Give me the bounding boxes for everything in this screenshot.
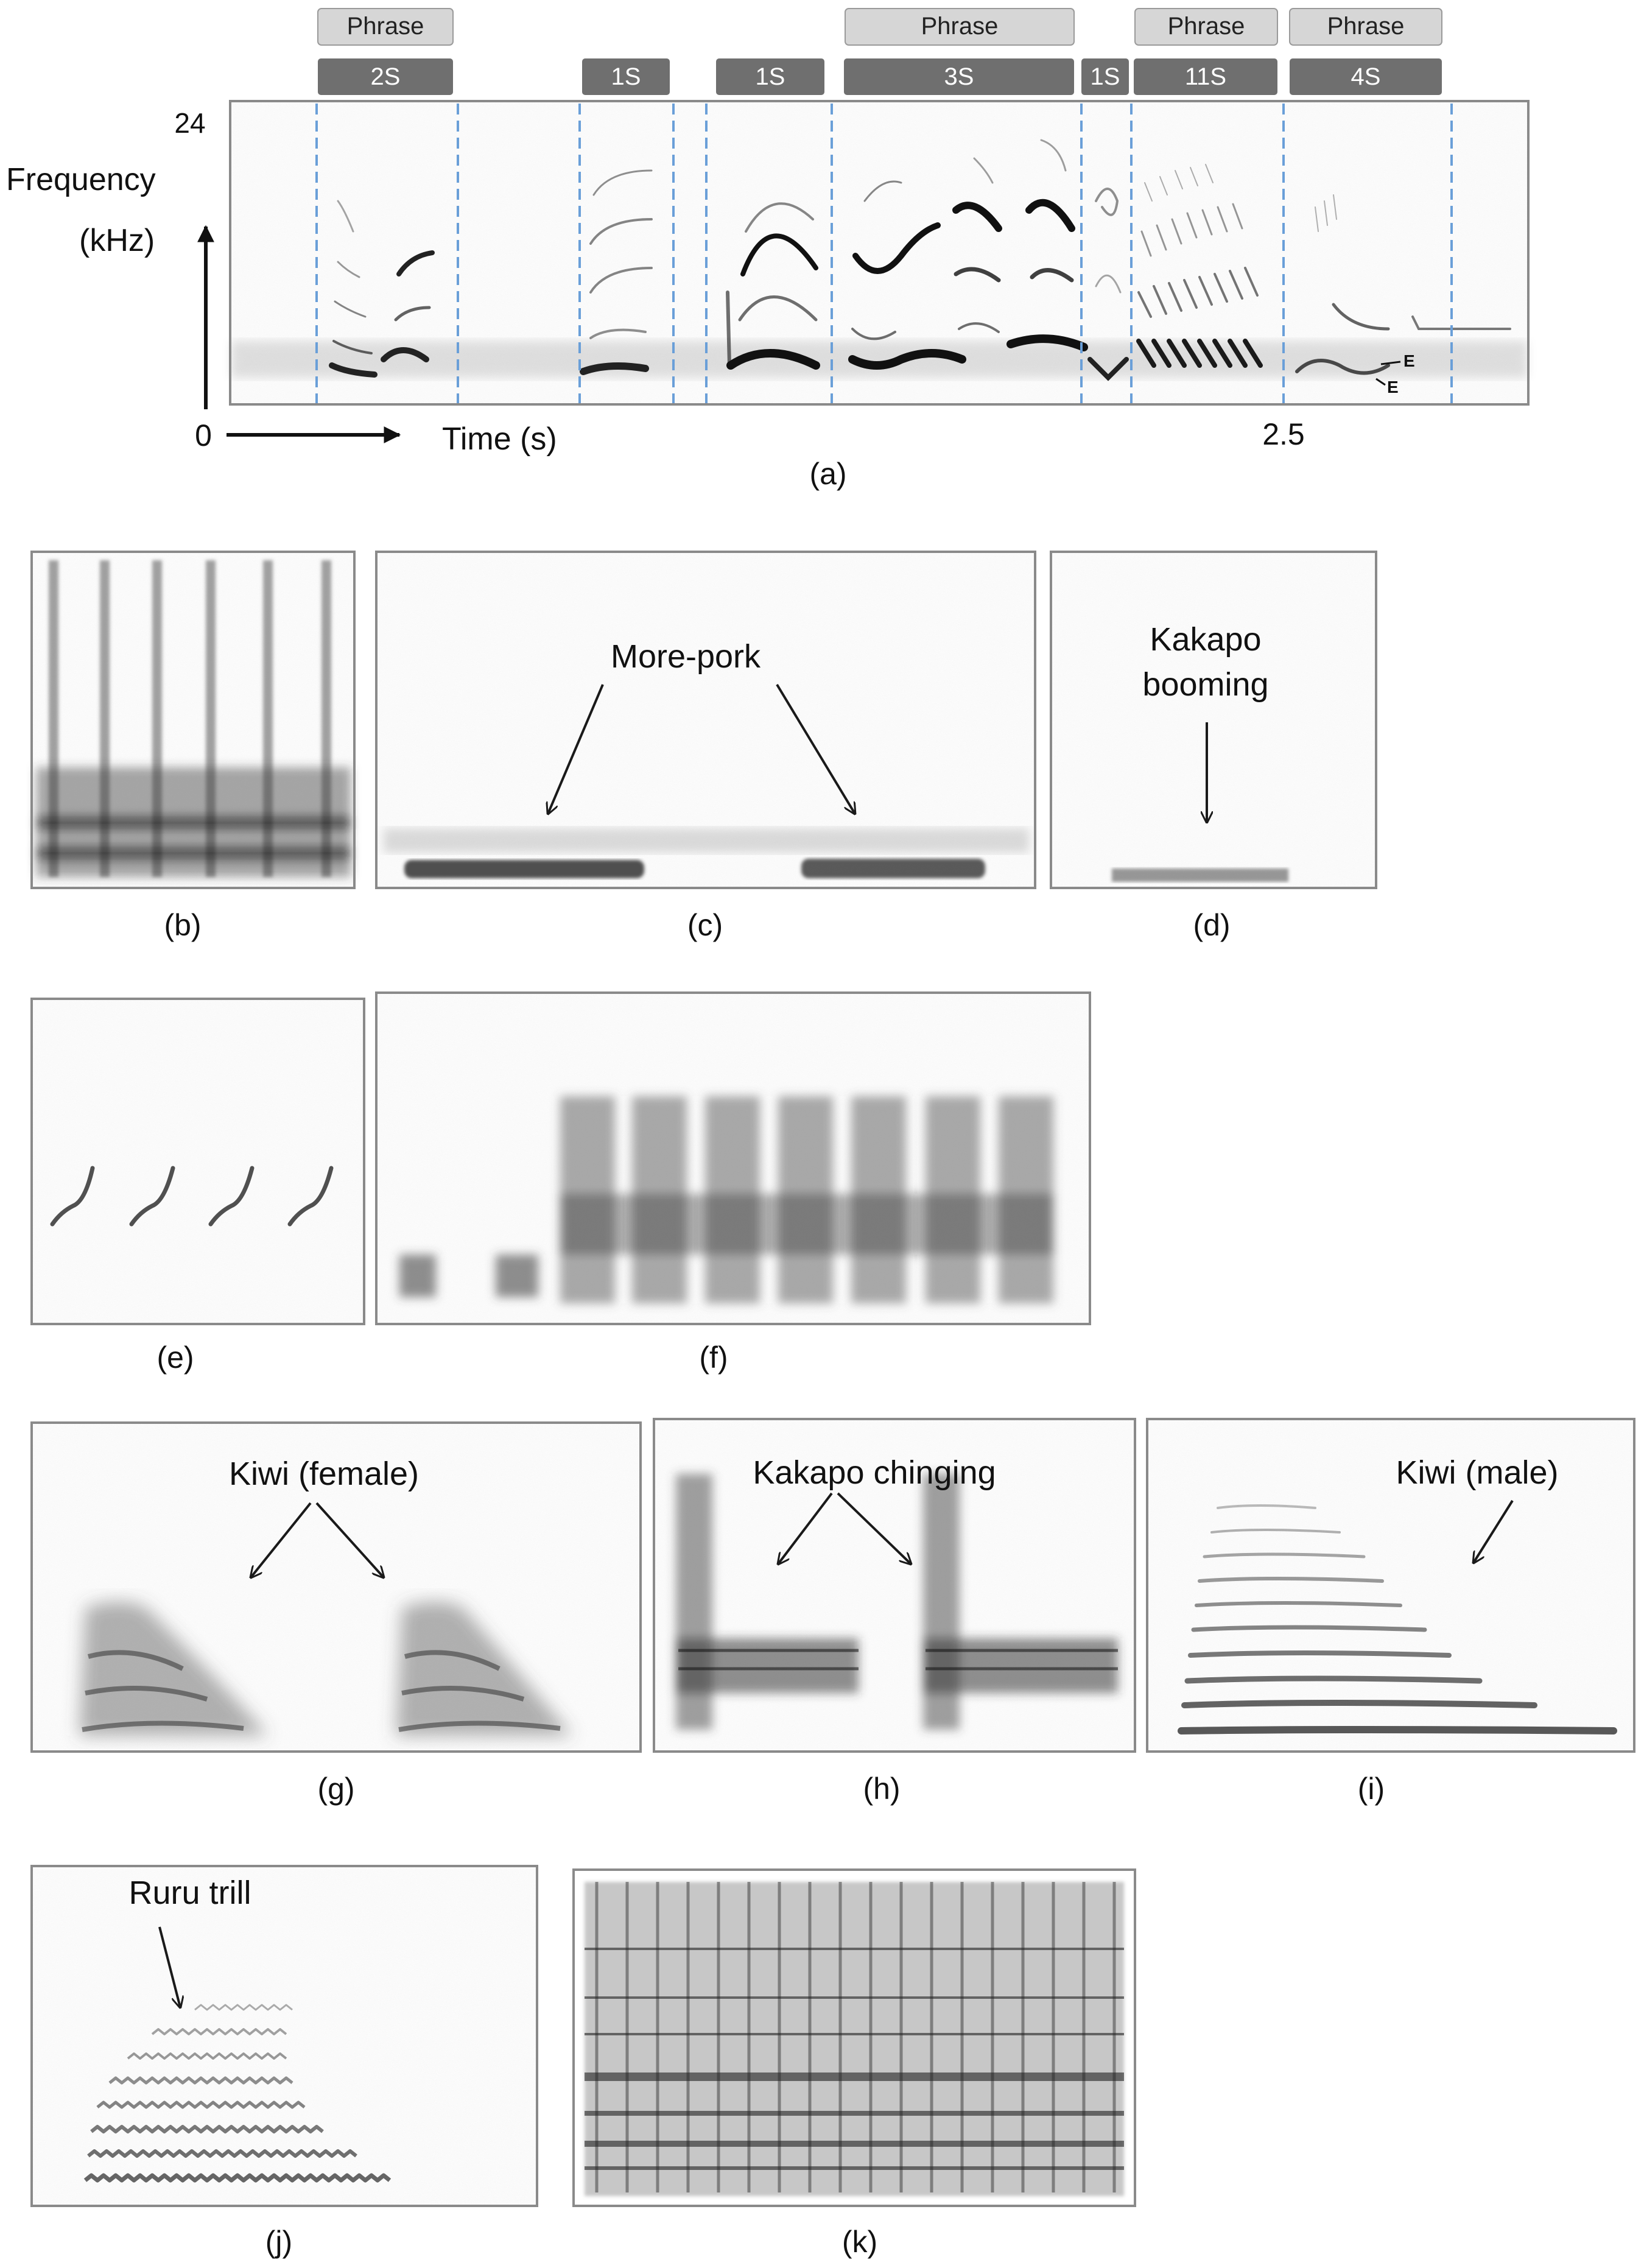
e-pointer <box>1375 378 1386 386</box>
more-pork-arrow <box>548 684 604 814</box>
segment-tag: 4S <box>1290 58 1442 95</box>
svg-text:Phrase: Phrase <box>1327 13 1405 40</box>
syllable-1s-c <box>1087 188 1129 381</box>
phrase-tag: Phrase <box>317 8 454 46</box>
caption-k: (k) <box>842 2225 877 2259</box>
svg-text:4S: 4S <box>1351 63 1381 90</box>
phrase-tag: Phrase <box>1289 8 1442 46</box>
more-pork-call-1 <box>404 860 644 878</box>
origin-label: 0 <box>195 418 212 453</box>
svg-text:Phrase: Phrase <box>1168 13 1245 40</box>
kiwi-female-harmonics <box>82 1650 561 1732</box>
caption-c: (c) <box>687 908 723 942</box>
phrase-tag: Phrase <box>845 8 1075 46</box>
caption-a: (a) <box>809 457 846 491</box>
kiwi-female-arrow <box>251 1502 312 1577</box>
caption-b: (b) <box>164 908 201 942</box>
phrase-tag: Phrase <box>1134 8 1278 46</box>
booming-label-2: booming <box>1142 666 1268 703</box>
caption-j: (j) <box>265 2225 292 2259</box>
kiwi-male-arrow <box>1474 1499 1514 1563</box>
more-pork-call-2 <box>801 859 985 878</box>
panel-k: (k) <box>572 1868 1136 2259</box>
more-pork-label: More-pork <box>611 638 761 675</box>
ruru-trill-arrow <box>158 1926 180 2007</box>
chinging-calls <box>676 1474 1118 1730</box>
ruru-trill-label: Ruru trill <box>128 1875 251 1911</box>
segment-tag: 2S <box>318 58 453 95</box>
svg-text:Phrase: Phrase <box>921 13 999 40</box>
y-axis-label: Frequency <box>6 162 156 197</box>
caption-d: (d) <box>1193 908 1230 942</box>
syllable-11s <box>1136 164 1263 368</box>
svg-text:3S: 3S <box>944 63 974 90</box>
segment-tag: 11S <box>1134 58 1277 95</box>
syllable-4s <box>1295 194 1511 375</box>
caption-f: (f) <box>699 1340 728 1375</box>
svg-text:1S: 1S <box>1091 63 1120 90</box>
chinging-arrow <box>778 1492 833 1564</box>
more-pork-arrow <box>776 683 855 814</box>
segment-tag: 1S <box>716 58 824 95</box>
chinging-bands <box>678 1649 1118 1671</box>
panel-c: More-pork (c) <box>375 551 1036 942</box>
e-label: E <box>1387 378 1399 396</box>
caption-h: (h) <box>863 1772 900 1806</box>
ruru-trill-harmonics <box>83 2004 392 2183</box>
panel-e: (e) <box>30 998 365 1375</box>
syllable-1s-a <box>580 169 653 375</box>
x-axis-tick: 2.5 <box>1262 417 1305 451</box>
svg-text:2S: 2S <box>371 63 401 90</box>
kiwi-female-label: Kiwi (female) <box>229 1456 419 1492</box>
y-axis-max: 24 <box>174 107 205 139</box>
segment-tag: 1S <box>582 58 670 95</box>
panel-h: Kakapo chinging (h) <box>653 1418 1136 1806</box>
svg-text:1S: 1S <box>756 63 785 90</box>
chinging-label: Kakapo chinging <box>753 1454 996 1491</box>
caption-g: (g) <box>317 1772 354 1806</box>
panel-j: Ruru trill (j) <box>30 1865 538 2259</box>
segment-tag: 1S <box>1081 58 1129 95</box>
caption-i: (i) <box>1358 1772 1385 1806</box>
x-axis-label: Time (s) <box>442 421 557 457</box>
booming-label-1: Kakapo <box>1150 621 1261 658</box>
click-energy <box>37 767 351 877</box>
syllable-1s-b <box>726 202 820 370</box>
e-label: E <box>1403 351 1415 370</box>
segment-tag: 3S <box>844 58 1074 95</box>
panel-a: Phrase Phrase Phrase Phrase 2S 1S 1S <box>6 8 1530 491</box>
e-pointer <box>1380 361 1401 365</box>
panel-b: (b) <box>30 551 356 942</box>
kiwi-female-calls <box>79 1602 572 1736</box>
svg-text:11S: 11S <box>1185 63 1226 90</box>
y-axis-unit: (kHz) <box>79 223 155 258</box>
caption-e: (e) <box>156 1340 194 1375</box>
panel-i: Kiwi (male) (i) <box>1146 1418 1635 1806</box>
kiwi-male-harmonics <box>1178 1504 1617 1734</box>
panel-d: Kakapo booming (d) <box>1050 551 1377 942</box>
chirp-notes <box>50 1166 334 1227</box>
spectrogram-a-frame <box>229 100 1530 406</box>
booming-call <box>1112 868 1288 882</box>
noise-band <box>231 341 1527 378</box>
svg-text:Phrase: Phrase <box>347 13 424 40</box>
panel-f: (f) <box>375 991 1091 1375</box>
syllable-2s <box>329 200 435 378</box>
kiwi-male-label: Kiwi (male) <box>1396 1454 1558 1491</box>
chinging-arrow <box>837 1492 911 1564</box>
syllable-3s <box>848 139 1088 370</box>
segment-dividers <box>315 104 1453 403</box>
svg-text:1S: 1S <box>611 63 641 90</box>
grid-rows <box>585 1948 1124 2170</box>
panel-g: Kiwi (female) (g) <box>30 1421 642 1806</box>
kiwi-female-arrow <box>315 1502 384 1577</box>
broadband-pulses <box>399 1096 1053 1303</box>
